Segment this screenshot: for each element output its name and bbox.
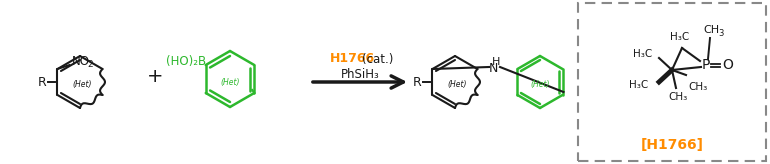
Text: PhSiH₃: PhSiH₃ [340, 68, 380, 81]
Text: (HO)₂B: (HO)₂B [166, 54, 206, 68]
Text: N: N [488, 62, 497, 74]
Text: (cat.): (cat.) [363, 52, 393, 65]
Text: +: + [147, 68, 163, 86]
Text: R: R [38, 75, 46, 89]
Text: 3: 3 [718, 29, 724, 38]
Text: H₃C: H₃C [671, 32, 690, 42]
Text: R: R [413, 75, 421, 89]
Text: CH₃: CH₃ [688, 82, 708, 92]
Text: [H1766]: [H1766] [641, 138, 704, 152]
Text: CH: CH [703, 25, 719, 35]
Text: NO: NO [72, 55, 89, 69]
Text: CH₃: CH₃ [668, 92, 688, 102]
Text: (Het): (Het) [531, 81, 550, 90]
Text: P: P [701, 58, 710, 72]
Text: (Het): (Het) [72, 81, 92, 90]
Text: H1766: H1766 [330, 52, 374, 65]
Text: (Het): (Het) [220, 78, 239, 86]
Text: H₃C: H₃C [634, 49, 653, 59]
Text: H: H [492, 57, 501, 67]
Text: 2: 2 [88, 61, 93, 70]
Text: (Het): (Het) [447, 81, 467, 90]
Text: O: O [722, 58, 734, 72]
Text: H₃C: H₃C [629, 80, 648, 90]
